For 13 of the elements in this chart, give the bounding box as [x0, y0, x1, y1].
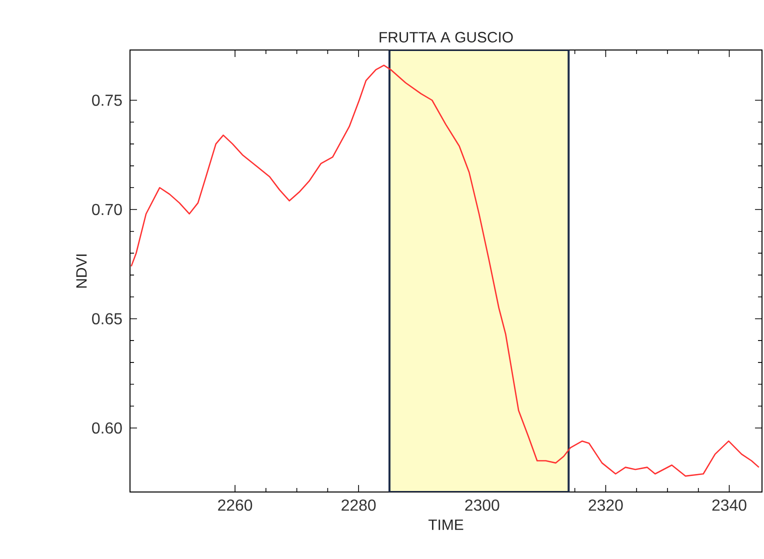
y-tick-label: 0.75 [92, 94, 122, 106]
line-series [130, 64, 760, 477]
x-tick-label: 2300 [465, 500, 500, 511]
x-tick-label: 2320 [588, 500, 623, 511]
x-tick-label: 2340 [712, 500, 746, 511]
y-tick-label: 0.70 [92, 204, 122, 216]
y-axis-title: NDVI [76, 254, 87, 288]
y-tick-label: 0.65 [92, 313, 122, 324]
x-tick-label: 2280 [342, 500, 376, 511]
chart-title: FRUTTA A GUSCIO [380, 32, 513, 42]
y-tick-label: 0.60 [92, 422, 122, 434]
x-tick-label: 2260 [218, 500, 252, 511]
x-axis-title: TIME [428, 520, 464, 530]
